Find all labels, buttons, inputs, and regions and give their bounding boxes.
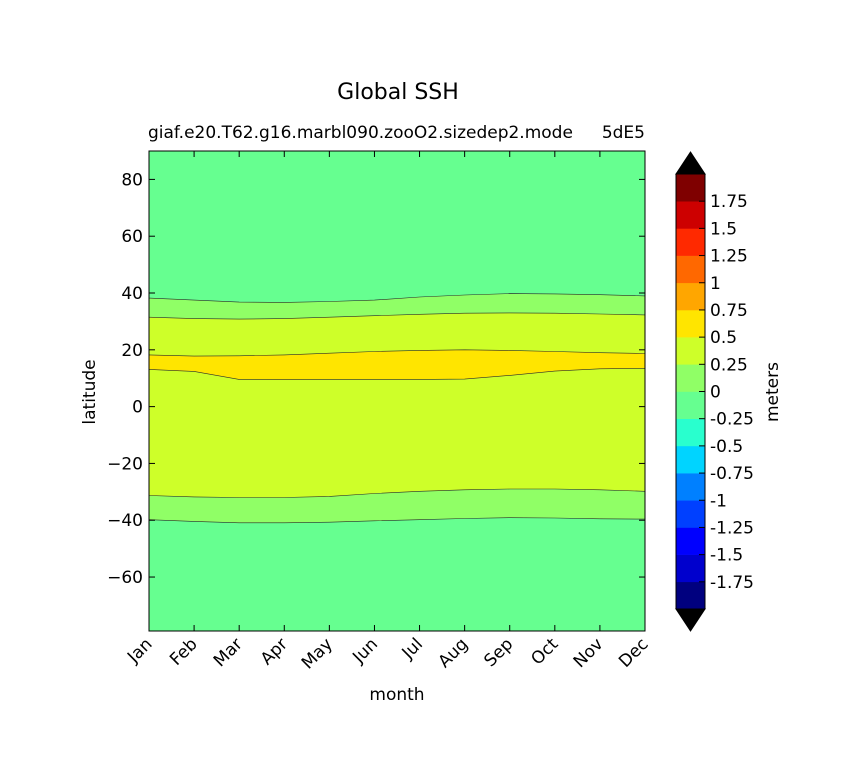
y-tick-label: 40 — [121, 284, 143, 304]
colorbar-tick-label: -0.75 — [710, 464, 754, 484]
x-tick-label: Jul — [398, 634, 427, 663]
contour-fill-band — [149, 312, 645, 498]
colorbar-swatch — [676, 309, 705, 338]
y-axis-label: latitude — [80, 359, 100, 424]
x-axis-label: month — [369, 685, 424, 705]
colorbar-tick-label: 0.25 — [710, 355, 748, 375]
contour-line — [148, 368, 646, 380]
colorbar-tick-label: 1.75 — [710, 192, 748, 212]
x-tick-label: Jan — [123, 634, 156, 667]
y-tick-label: 20 — [121, 341, 143, 361]
colorbar-swatch — [676, 418, 705, 447]
x-tick-label: Aug — [435, 634, 473, 672]
y-axis: 80 60 40 20 0 −20 −40 −60 — [107, 170, 645, 588]
colorbar-swatch — [676, 174, 705, 202]
colorbar-swatch — [676, 391, 705, 419]
y-tick-label: 80 — [121, 170, 143, 190]
y-tick-label: −20 — [107, 454, 143, 474]
colorbar-swatch — [676, 554, 705, 583]
colorbar-tick-label: -1.75 — [710, 573, 754, 593]
colorbar-extend-min — [675, 608, 706, 632]
x-tick-label: Feb — [166, 634, 201, 669]
colorbar-tick-label: 1.25 — [710, 247, 748, 267]
colorbar-swatch — [676, 527, 705, 555]
contour-line — [148, 349, 646, 357]
colorbar-tick-label: 1 — [710, 274, 721, 294]
contour-line — [148, 293, 646, 303]
x-tick-label: Sep — [480, 634, 517, 671]
chart-subtitle-right: 5dE5 — [602, 123, 645, 143]
colorbar: -1.75 -1.5 -1.25 -1 -0.75 -0.5 -0.25 0 0.25 0.5 0.… — [675, 151, 754, 632]
plot-frame — [148, 150, 646, 632]
colorbar-tick-label: 0 — [710, 383, 721, 403]
y-tick-label: −40 — [107, 511, 143, 531]
x-tick-label: Dec — [615, 634, 652, 671]
colorbar-tick-label: -1 — [710, 491, 727, 511]
colorbar-swatch — [676, 473, 705, 501]
contour-plot-area — [148, 150, 646, 632]
x-tick-label: Apr — [257, 634, 292, 669]
colorbar-swatch — [676, 255, 705, 284]
colorbar-swatch — [676, 581, 705, 610]
chart-title: Global SSH — [337, 80, 459, 105]
colorbar-swatch — [676, 282, 705, 311]
y-tick-label: 60 — [121, 227, 143, 247]
colorbar-tick-label: -1.25 — [710, 518, 754, 538]
colorbar-swatch — [676, 445, 705, 474]
y-tick-label: −60 — [107, 568, 143, 588]
colorbar-swatch — [676, 201, 705, 229]
colorbar-extend-max — [675, 151, 706, 175]
x-tick-label: Oct — [527, 634, 562, 669]
colorbar-swatch — [676, 337, 705, 365]
colorbar-swatch — [676, 364, 705, 392]
colorbar-tick-label: 0.5 — [710, 328, 737, 348]
y-tick-label: 0 — [132, 398, 143, 418]
x-tick-label: Jun — [348, 634, 382, 668]
colorbar-label: meters — [763, 362, 783, 422]
colorbar-tick-label: -0.25 — [710, 410, 754, 430]
colorbar-tick-label: -1.5 — [710, 546, 743, 566]
x-tick-label: Nov — [570, 634, 608, 672]
colorbar-tick-label: 1.5 — [710, 219, 737, 239]
colorbar-swatch — [676, 228, 705, 256]
colorbar-swatch — [676, 500, 705, 528]
contour-line — [148, 312, 646, 320]
colorbar-tick-label: -0.5 — [710, 437, 743, 457]
colorbar-tick-label: 0.75 — [710, 301, 748, 321]
chart-subtitle: giaf.e20.T62.g16.marbl090.zooO2.sizedep2… — [148, 123, 573, 143]
x-tick-label: Mar — [210, 634, 247, 671]
x-tick-label: May — [298, 634, 337, 673]
contour-fill-band — [149, 349, 645, 380]
contour-line — [148, 517, 646, 524]
contour-line — [148, 488, 646, 498]
